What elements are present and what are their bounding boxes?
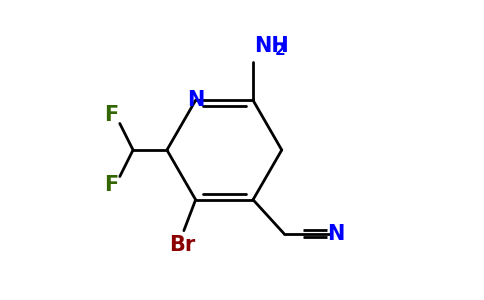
Text: N: N bbox=[327, 224, 345, 244]
Text: NH: NH bbox=[255, 36, 289, 56]
Text: Br: Br bbox=[169, 235, 196, 255]
Text: F: F bbox=[104, 175, 118, 195]
Text: N: N bbox=[187, 90, 204, 110]
Text: F: F bbox=[104, 105, 118, 125]
Text: 2: 2 bbox=[275, 43, 286, 58]
